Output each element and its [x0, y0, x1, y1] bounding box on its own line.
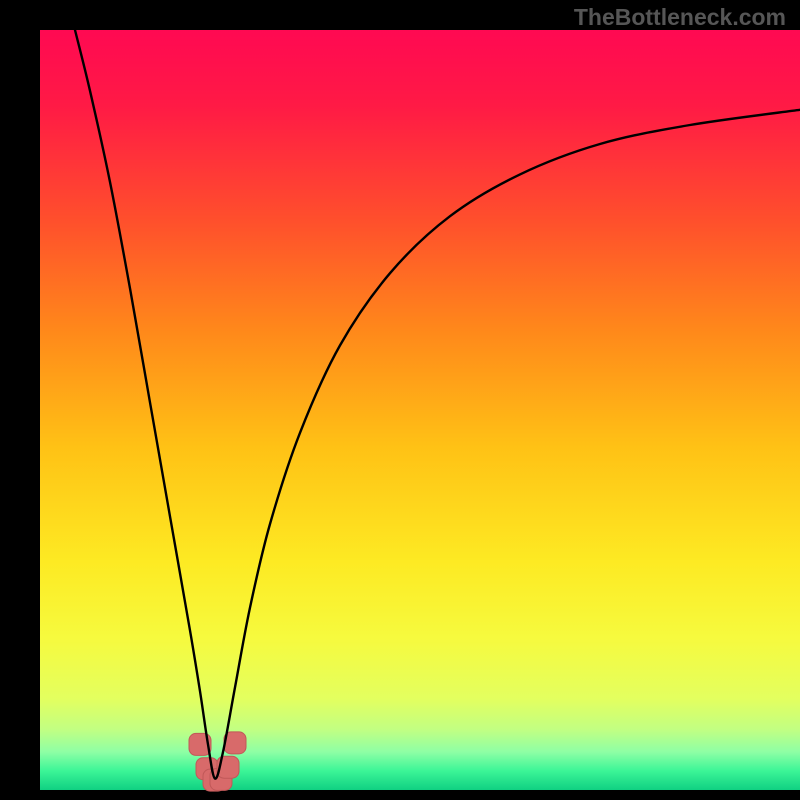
watermark-text: TheBottleneck.com — [574, 4, 786, 31]
plot-background — [40, 30, 800, 790]
chart-container: TheBottleneck.com — [0, 0, 800, 800]
bottleneck-chart — [0, 0, 800, 800]
